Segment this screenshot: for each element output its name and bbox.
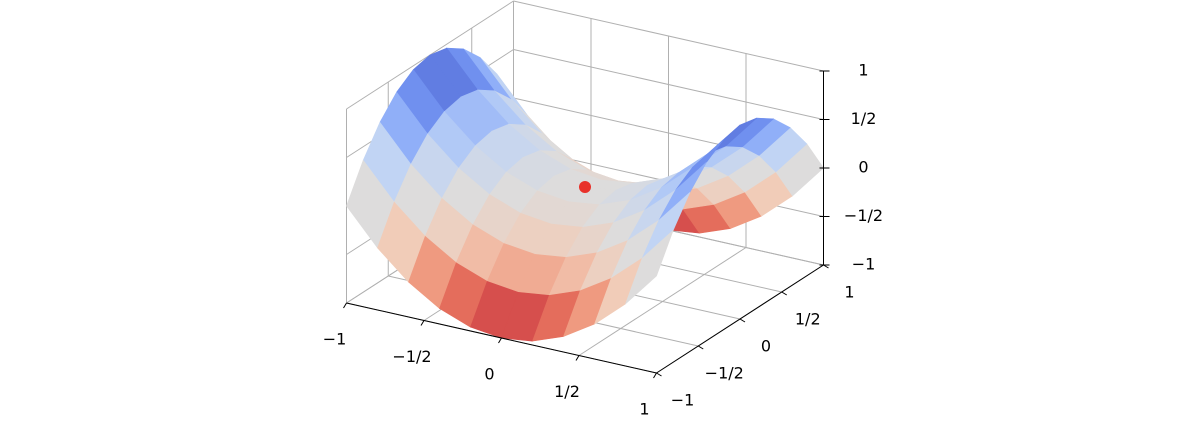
x-tick-label: 1/2 (554, 382, 580, 401)
y-tick-label: −1/2 (705, 364, 744, 383)
x-tick (420, 320, 425, 326)
y-tick-label: 1 (844, 283, 854, 302)
y-tick (781, 291, 788, 296)
y-tick (739, 318, 746, 323)
y-tick-label: 1/2 (795, 310, 821, 329)
x-tick (653, 372, 657, 379)
point (579, 181, 591, 193)
grid-line (513, 49, 824, 120)
surface-patch (625, 230, 674, 305)
x-tick (575, 355, 580, 361)
x-tick-label: 1 (639, 400, 649, 419)
y-tick (656, 372, 662, 377)
z-tick-label: 1/2 (851, 109, 877, 128)
z-tick-label: 0 (858, 158, 868, 177)
y-tick-label: −1 (671, 391, 695, 410)
y-tick (697, 345, 704, 350)
x-tick (343, 302, 347, 309)
x-tick-label: −1 (323, 330, 347, 349)
grid-line (513, 0, 824, 72)
x-tick-label: −1/2 (392, 347, 431, 366)
x-tick-label: 0 (484, 365, 494, 384)
y-tick-label: 0 (761, 337, 771, 356)
z-tick-label: 1 (858, 61, 868, 80)
z-tick-label: −1 (852, 255, 876, 274)
z-tick-label: −1/2 (844, 206, 883, 225)
x-tick (498, 337, 502, 344)
